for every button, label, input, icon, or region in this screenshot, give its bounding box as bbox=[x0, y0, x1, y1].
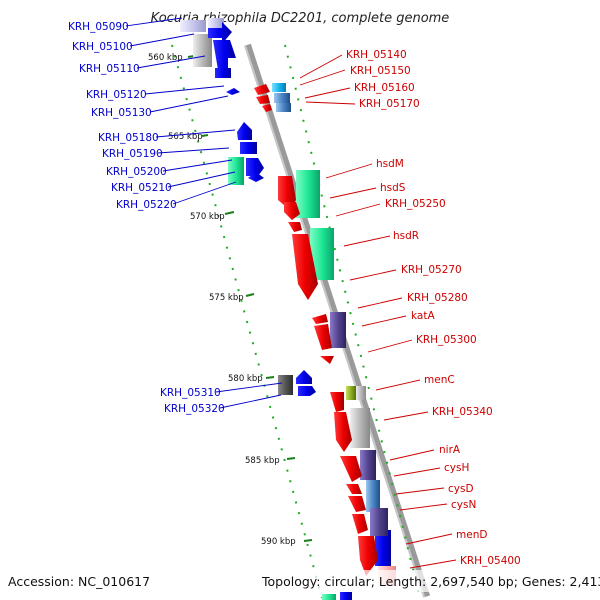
gene-block[interactable] bbox=[276, 103, 291, 112]
right-labels: KRH_05140 KRH_05150 KRH_05160 KRH_05170 … bbox=[346, 49, 521, 567]
gene-label[interactable]: KRH_05110 bbox=[79, 63, 140, 75]
gene-label[interactable]: KRH_05180 bbox=[98, 132, 159, 144]
gene-block[interactable] bbox=[274, 93, 290, 103]
gene-block[interactable] bbox=[340, 592, 352, 600]
gene-arrow[interactable] bbox=[346, 484, 362, 494]
gene-label[interactable]: cysN bbox=[451, 499, 476, 511]
gene-label[interactable]: KRH_05340 bbox=[432, 406, 493, 418]
gene-label[interactable]: KRH_05310 bbox=[160, 387, 221, 399]
gene-label[interactable]: hsdS bbox=[380, 182, 406, 194]
gene-label[interactable]: cysH bbox=[444, 462, 469, 474]
topology-text: Topology: circular; Length: 2,697,540 bp… bbox=[261, 574, 600, 589]
gene-block[interactable] bbox=[272, 83, 286, 92]
gene-arrow[interactable] bbox=[288, 222, 302, 232]
gene-label[interactable]: KRH_05160 bbox=[354, 82, 415, 94]
forward-genes bbox=[180, 18, 396, 600]
tick-label: 560 kbp bbox=[148, 53, 183, 63]
right-connectors bbox=[299, 54, 457, 569]
gene-label[interactable]: KRH_05220 bbox=[116, 199, 177, 211]
gene-label[interactable]: KRH_05090 bbox=[68, 21, 129, 33]
gene-label[interactable]: katA bbox=[411, 310, 435, 322]
gene-block[interactable] bbox=[228, 157, 244, 185]
gene-block[interactable] bbox=[360, 450, 376, 480]
gene-arrow[interactable] bbox=[296, 370, 312, 384]
gene-block[interactable] bbox=[366, 480, 380, 512]
gene-block[interactable] bbox=[330, 312, 346, 348]
gene-label[interactable]: menC bbox=[424, 374, 455, 386]
gene-block[interactable] bbox=[356, 386, 366, 400]
gene-block[interactable] bbox=[322, 594, 336, 600]
gene-arrow[interactable] bbox=[226, 88, 240, 95]
footer-backdrop bbox=[0, 570, 600, 592]
tick-label: 580 kbp bbox=[228, 374, 263, 384]
gene-label[interactable]: KRH_05400 bbox=[460, 555, 521, 567]
gene-block[interactable] bbox=[370, 508, 388, 536]
gene-arrow[interactable] bbox=[330, 392, 344, 412]
gene-label[interactable]: KRH_05130 bbox=[91, 107, 152, 119]
gene-arrow[interactable] bbox=[213, 40, 236, 70]
gene-arrow[interactable] bbox=[334, 412, 352, 452]
gene-label[interactable]: hsdR bbox=[393, 230, 419, 242]
tick-label: 575 kbp bbox=[209, 293, 244, 303]
gene-label[interactable]: KRH_05120 bbox=[86, 89, 147, 101]
gene-block[interactable] bbox=[278, 375, 293, 395]
gene-label[interactable]: KRH_05270 bbox=[401, 264, 462, 276]
gene-label[interactable]: nirA bbox=[439, 444, 461, 456]
gene-arrow[interactable] bbox=[298, 386, 316, 396]
gene-arrow[interactable] bbox=[340, 456, 362, 482]
gene-arrow[interactable] bbox=[246, 158, 264, 176]
gene-arrow[interactable] bbox=[358, 536, 378, 576]
gene-block[interactable] bbox=[346, 386, 356, 400]
gene-label[interactable]: KRH_05200 bbox=[106, 166, 167, 178]
gene-label[interactable]: KRH_05140 bbox=[346, 49, 407, 61]
gene-arrow[interactable] bbox=[348, 496, 366, 512]
left-labels: KRH_05090 KRH_05100 KRH_05110 KRH_05120 … bbox=[68, 21, 225, 415]
gene-block[interactable] bbox=[240, 142, 257, 154]
gene-label[interactable]: KRH_05170 bbox=[359, 98, 420, 110]
gene-arrow[interactable] bbox=[208, 22, 232, 44]
accession-text: Accession: NC_010617 bbox=[8, 574, 150, 589]
gene-arrow[interactable] bbox=[352, 514, 368, 534]
gene-label[interactable]: cysD bbox=[448, 483, 474, 495]
gene-label[interactable]: KRH_05100 bbox=[72, 41, 133, 53]
gene-label[interactable]: KRH_05320 bbox=[164, 403, 225, 415]
gene-arrow[interactable] bbox=[237, 122, 252, 140]
gene-arrow[interactable] bbox=[284, 202, 300, 220]
gene-label[interactable]: KRH_05300 bbox=[416, 334, 477, 346]
tick-label: 565 kbp bbox=[168, 132, 203, 142]
gene-arrow[interactable] bbox=[314, 324, 332, 350]
gene-label[interactable]: KRH_05250 bbox=[385, 198, 446, 210]
gene-block[interactable] bbox=[193, 34, 212, 67]
left-connectors bbox=[125, 17, 283, 409]
tick-label: 570 kbp bbox=[190, 212, 225, 222]
tick-label: 585 kbp bbox=[245, 456, 280, 466]
gene-arrow[interactable] bbox=[262, 104, 272, 112]
tick-labels: 560 kbp 565 kbp 570 kbp 575 kbp 580 kbp … bbox=[148, 53, 296, 547]
gene-block[interactable] bbox=[215, 68, 231, 78]
gene-label[interactable]: KRH_05190 bbox=[102, 148, 163, 160]
gene-arrow[interactable] bbox=[254, 84, 270, 95]
gene-arrow[interactable] bbox=[248, 172, 264, 182]
gene-arrow[interactable] bbox=[320, 356, 334, 364]
tick-label: 590 kbp bbox=[261, 537, 296, 547]
gene-block[interactable] bbox=[350, 408, 370, 448]
gene-label[interactable]: menD bbox=[456, 529, 487, 541]
gene-arrow[interactable] bbox=[256, 95, 270, 104]
reverse-genes bbox=[254, 83, 388, 576]
gene-arrow[interactable] bbox=[278, 176, 296, 210]
gene-block[interactable] bbox=[180, 20, 206, 32]
gene-label[interactable]: KRH_05280 bbox=[407, 292, 468, 304]
gene-label[interactable]: KRH_05210 bbox=[111, 182, 172, 194]
gene-block[interactable] bbox=[375, 530, 391, 566]
gene-label[interactable]: hsdM bbox=[376, 158, 404, 170]
guide-lines bbox=[171, 44, 421, 599]
gene-label[interactable]: KRH_05150 bbox=[350, 65, 411, 77]
gene-arrow[interactable] bbox=[312, 314, 328, 324]
gene-block[interactable] bbox=[296, 170, 320, 218]
gene-arrow[interactable] bbox=[292, 234, 318, 300]
map-title: Kocuria rhizophila DC2201, complete geno… bbox=[151, 11, 450, 26]
